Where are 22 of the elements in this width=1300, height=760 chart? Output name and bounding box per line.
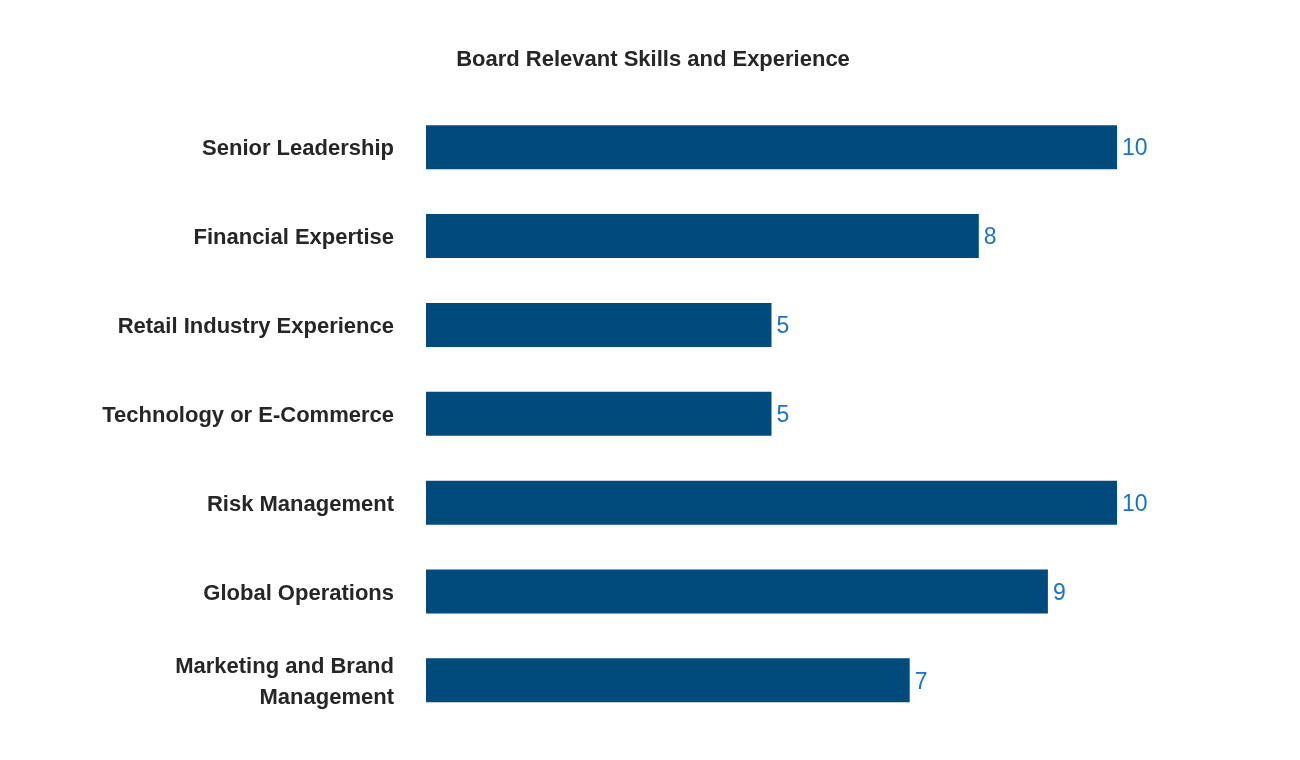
y-tick-label: Marketing and Brand Management (175, 652, 395, 709)
bar (426, 302, 772, 347)
chart-title: Board Relevant Skills and Experience (455, 46, 851, 72)
y-tick-label: Retail Industry Experience (117, 312, 394, 338)
data-label: 8 (983, 223, 997, 250)
data-label: 9 (1052, 578, 1066, 605)
bar (426, 391, 772, 436)
bar (426, 569, 1048, 614)
y-tick-label: Financial Expertise (193, 223, 394, 249)
data-label: 5 (776, 312, 790, 339)
y-tick-label: Senior Leadership (202, 134, 394, 160)
bar (426, 658, 910, 703)
bar (426, 125, 1117, 170)
data-label: 10 (1122, 134, 1148, 161)
data-label: 7 (914, 667, 928, 694)
bar (426, 480, 1117, 525)
data-label: 5 (776, 400, 790, 427)
y-tick-label: Global Operations (203, 579, 394, 605)
data-label: 10 (1122, 489, 1148, 516)
y-tick-label: Technology or E-Commerce (102, 401, 394, 427)
y-tick-label: Risk Management (206, 490, 395, 516)
bar (426, 214, 979, 259)
